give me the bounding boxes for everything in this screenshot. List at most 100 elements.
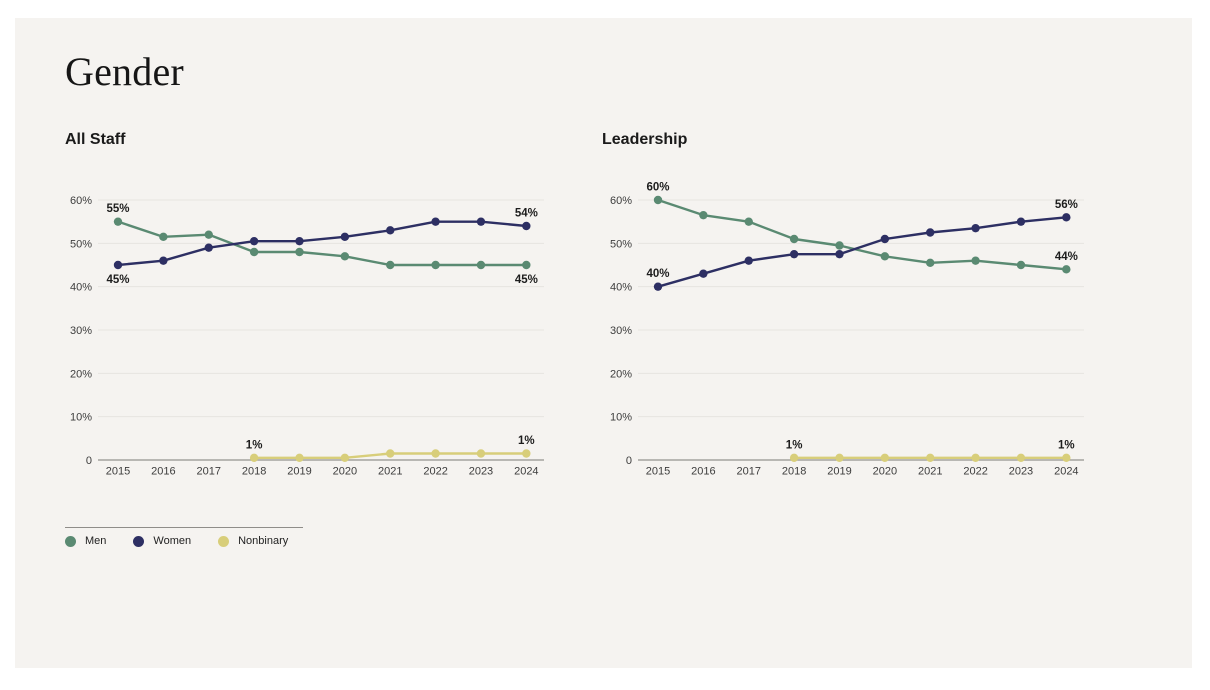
x-tick-label: 2017 bbox=[196, 466, 220, 478]
y-tick-label: 30% bbox=[70, 325, 92, 337]
chart-canvas: 60% 50% 40% 30% 20% 10% 0 2015 2016 2017 2018 2019 2… bbox=[610, 182, 1084, 478]
nonbinary-data-point bbox=[431, 449, 440, 458]
men-data-point bbox=[926, 258, 935, 268]
nonbinary-data-point bbox=[971, 453, 980, 463]
y-tick-label: 20% bbox=[70, 368, 92, 380]
x-tick-label: 2022 bbox=[423, 466, 447, 478]
women-data-point bbox=[835, 249, 844, 259]
x-tick-label: 2023 bbox=[1009, 466, 1033, 478]
legend-label-men: Men bbox=[85, 535, 107, 547]
women-data-point bbox=[522, 221, 531, 231]
y-tick-label: 10% bbox=[70, 412, 92, 424]
value-label: 1% bbox=[246, 439, 263, 451]
value-label: 1% bbox=[786, 439, 803, 451]
page-title: Gender bbox=[65, 49, 184, 94]
men-data-point bbox=[249, 247, 259, 257]
x-tick-label: 2015 bbox=[646, 466, 670, 478]
women-data-point bbox=[789, 249, 799, 259]
men-data-point bbox=[340, 252, 350, 261]
nonbinary-data-point bbox=[522, 449, 531, 458]
legend-item-men: Men bbox=[65, 535, 106, 547]
women-data-point bbox=[340, 232, 350, 242]
nonbinary-data-point bbox=[340, 453, 350, 463]
men-series-dot-icon bbox=[65, 535, 76, 547]
men-data-point bbox=[1062, 265, 1071, 274]
women-data-point bbox=[1016, 217, 1026, 226]
x-tick-label: 2017 bbox=[736, 466, 760, 478]
y-tick-label: 60% bbox=[70, 195, 92, 207]
men-data-point bbox=[386, 260, 395, 270]
women-data-point bbox=[926, 228, 935, 237]
nonbinary-data-point bbox=[249, 453, 259, 463]
x-tick-label: 2020 bbox=[873, 466, 897, 478]
men-data-point bbox=[835, 241, 844, 250]
women-data-point bbox=[113, 260, 123, 270]
men-data-point bbox=[113, 217, 123, 226]
nonbinary-data-point bbox=[926, 453, 935, 463]
nonbinary-data-point bbox=[476, 449, 486, 458]
leadership-line-chart: 60% 50% 40% 30% 20% 10% 0 2015 2016 2017 2018 2019 2… bbox=[600, 170, 1100, 482]
legend-divider bbox=[65, 527, 303, 528]
nonbinary-data-point bbox=[880, 453, 890, 463]
men-data-point bbox=[653, 195, 663, 205]
value-label: 55% bbox=[106, 203, 129, 215]
x-tick-label: 2023 bbox=[469, 466, 493, 478]
y-tick-label: 30% bbox=[610, 325, 632, 337]
women-data-point bbox=[971, 223, 980, 233]
y-tick-label: 10% bbox=[610, 412, 632, 424]
x-tick-label: 2016 bbox=[151, 466, 175, 478]
y-tick-label: 0 bbox=[86, 455, 92, 467]
y-tick-label: 0 bbox=[626, 455, 632, 467]
men-data-point bbox=[880, 252, 890, 261]
y-tick-label: 50% bbox=[70, 238, 92, 250]
x-tick-label: 2021 bbox=[378, 466, 402, 478]
nonbinary-data-point bbox=[789, 453, 799, 463]
nonbinary-series-dot-icon bbox=[218, 535, 230, 547]
women-data-point bbox=[880, 234, 890, 244]
men-data-point bbox=[789, 234, 799, 244]
x-tick-label: 2016 bbox=[691, 466, 715, 478]
x-tick-label: 2018 bbox=[782, 466, 806, 478]
value-label: 1% bbox=[1058, 439, 1075, 451]
men-data-point bbox=[295, 247, 304, 257]
men-data-point bbox=[699, 210, 708, 220]
women-data-point bbox=[204, 243, 213, 252]
women-data-point bbox=[386, 226, 395, 235]
men-data-point bbox=[971, 256, 980, 265]
all-staff-line-chart: 60% 50% 40% 30% 20% 10% 0 2015 2016 2017 2018 2019 2… bbox=[60, 170, 560, 482]
x-tick-label: 2015 bbox=[106, 466, 130, 478]
women-data-point bbox=[653, 282, 663, 291]
women-data-point bbox=[249, 236, 259, 246]
women-line bbox=[116, 220, 528, 267]
y-tick-label: 40% bbox=[610, 282, 632, 294]
women-series-dot-icon bbox=[133, 535, 145, 547]
value-label: 44% bbox=[1055, 251, 1078, 263]
legend-item-women: Women bbox=[133, 535, 191, 547]
value-label: 54% bbox=[515, 207, 538, 219]
y-tick-label: 20% bbox=[610, 368, 632, 380]
nonbinary-data-point bbox=[1016, 453, 1026, 463]
y-tick-label: 60% bbox=[610, 195, 632, 207]
value-label: 45% bbox=[515, 274, 538, 286]
men-data-point bbox=[744, 217, 753, 226]
women-data-point bbox=[476, 217, 486, 226]
men-data-point bbox=[159, 232, 168, 242]
report-panel: Gender All Staff Leadership 60% 50% 40% 30%… bbox=[15, 18, 1192, 668]
x-tick-label: 2022 bbox=[963, 466, 987, 478]
nonbinary-data-point bbox=[386, 449, 395, 458]
women-data-point bbox=[1062, 213, 1071, 222]
x-tick-label: 2024 bbox=[514, 466, 538, 478]
nonbinary-data-point bbox=[835, 453, 844, 463]
legend-label-nonbinary: Nonbinary bbox=[238, 535, 289, 547]
x-tick-label: 2020 bbox=[333, 466, 357, 478]
leadership-chart-title: Leadership bbox=[602, 131, 688, 148]
value-label: 56% bbox=[1055, 199, 1078, 211]
x-tick-label: 2019 bbox=[287, 466, 311, 478]
men-data-point bbox=[431, 260, 440, 270]
men-data-point bbox=[522, 260, 531, 270]
men-data-point bbox=[1016, 260, 1026, 270]
men-data-point bbox=[476, 260, 486, 270]
nonbinary-data-point bbox=[1062, 453, 1071, 463]
value-label: 1% bbox=[518, 435, 535, 447]
x-tick-label: 2021 bbox=[918, 466, 942, 478]
